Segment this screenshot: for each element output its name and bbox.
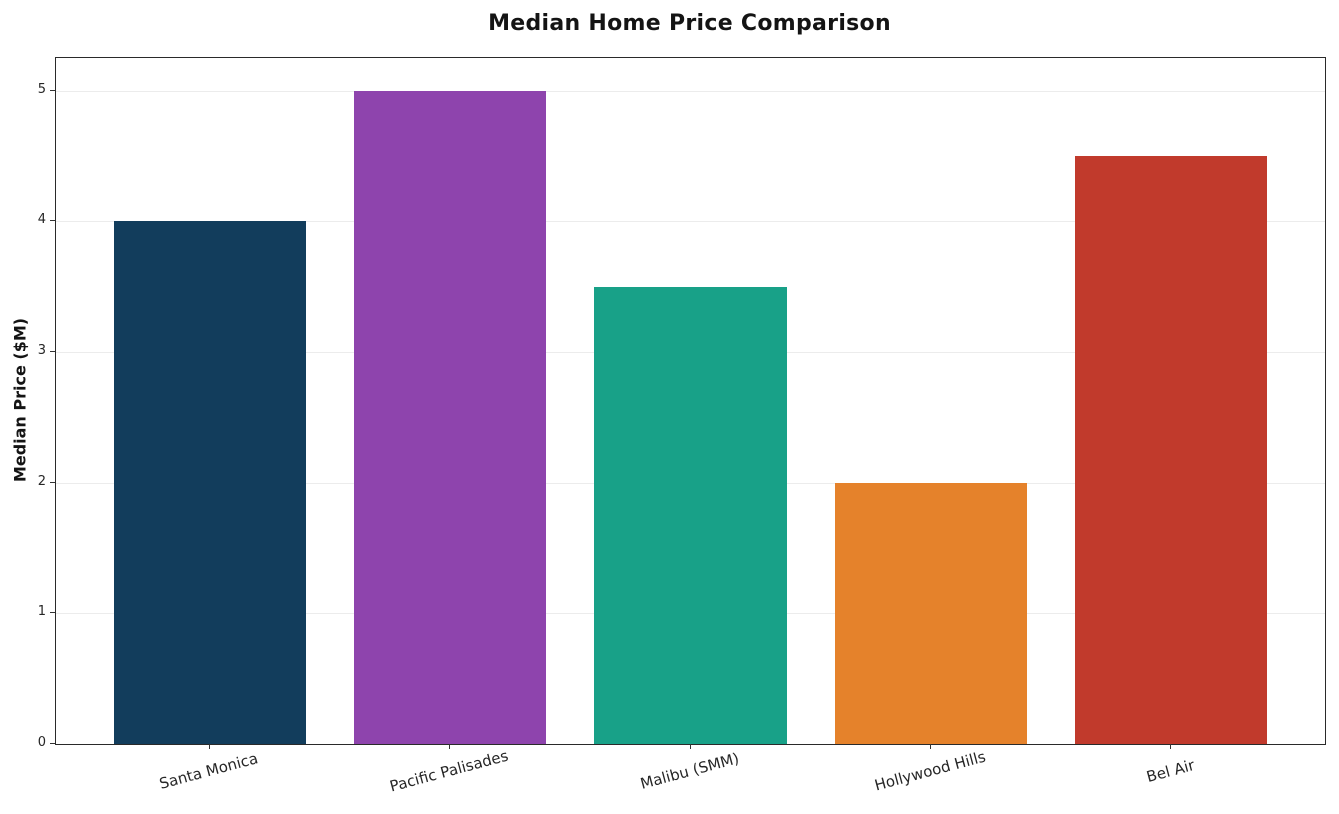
bar-bel-air <box>1075 156 1268 744</box>
y-tick-label-0: 0 <box>37 735 46 750</box>
x-tick-label-text: Hollywood Hills <box>872 747 988 795</box>
x-tick-mark-bel-air <box>1170 744 1172 749</box>
x-tick-label-text: Pacific Palisades <box>387 746 511 796</box>
gridline-y-4 <box>56 221 1325 223</box>
y-tick-label-1: 1 <box>37 604 46 620</box>
y-tick-mark-1 <box>50 612 55 614</box>
x-tick-mark-hollywood-hills <box>929 744 931 749</box>
bar-hollywood-hills <box>834 482 1027 744</box>
y-tick-label-5: 5 <box>37 81 46 97</box>
y-tick-mark-4 <box>50 220 55 222</box>
x-tick-label-text: Santa Monica <box>157 749 261 793</box>
gridline-y-5 <box>56 90 1325 92</box>
x-tick-label-text: Bel Air <box>1144 755 1197 787</box>
y-tick-mark-3 <box>50 351 55 352</box>
bar-malibu-smm <box>594 286 787 744</box>
x-tick-mark-pacific-palisades <box>449 744 451 749</box>
x-tick-mark-santa-monica <box>208 744 210 749</box>
y-tick-mark-2 <box>50 481 55 483</box>
y-tick-label-2: 2 <box>37 473 46 489</box>
x-tick-label-text: Malibu (SMM) <box>638 749 741 793</box>
x-tick-label-bel-air: Bel Air <box>1020 756 1320 786</box>
y-tick-label-4: 4 <box>37 212 46 228</box>
chart-title: Median Home Price Comparison <box>488 11 891 36</box>
x-tick-mark-malibu-smm <box>689 744 691 749</box>
bar-pacific-palisades <box>354 90 547 744</box>
plot-area <box>55 57 1326 745</box>
y-tick-mark-0 <box>50 743 55 744</box>
bar-santa-monica <box>113 221 306 744</box>
y-tick-mark-5 <box>50 89 55 91</box>
y-tick-label-3: 3 <box>37 343 46 358</box>
